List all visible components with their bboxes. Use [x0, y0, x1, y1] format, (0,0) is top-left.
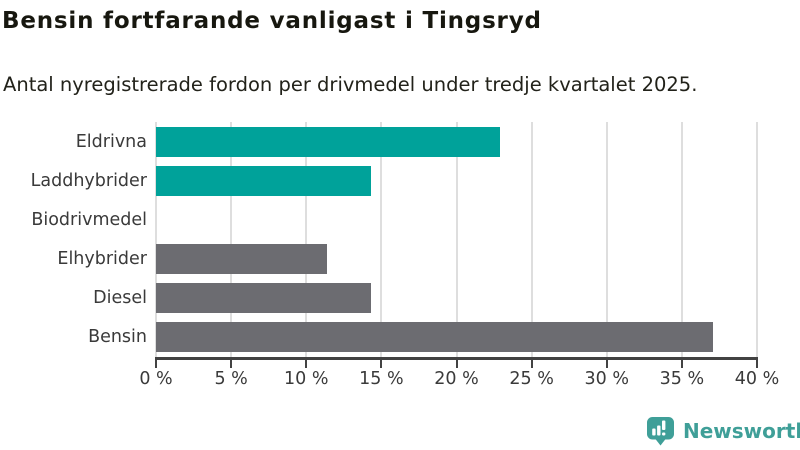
x-axis-tick-label-40: 40 % — [734, 369, 780, 389]
chart-subtitle: Antal nyregistrerade fordon per drivmede… — [3, 73, 698, 96]
x-axis-tick-5 — [230, 360, 233, 368]
bar-laddhybrider — [156, 165, 371, 196]
category-label-eldrivna: Eldrivna — [75, 131, 147, 152]
gridline-30 — [605, 122, 608, 357]
gridline-40 — [756, 122, 758, 357]
x-axis-tick-40 — [756, 360, 758, 368]
gridline-10 — [305, 122, 308, 357]
chart-title: Bensin fortfarande vanligast i Tingsryd — [2, 8, 542, 34]
bar-eldrivna — [156, 126, 501, 157]
category-label-laddhybrider: Laddhybrider — [30, 170, 147, 191]
gridline-35 — [680, 122, 683, 357]
x-axis-tick-label-0: 0 % — [139, 369, 173, 389]
bar-chart: Eldrivna Laddhybrider Biodrivmedel Elhybrid… — [30, 122, 780, 389]
x-axis-tick-30 — [605, 360, 608, 368]
x-axis-tick-0 — [155, 360, 157, 368]
gridline-0 — [155, 122, 157, 357]
x-axis-tick-10 — [305, 360, 308, 368]
bar-elhybrider — [156, 244, 328, 275]
x-axis-tick-25 — [530, 360, 533, 368]
newsworthy-logo-icon — [647, 416, 674, 445]
x-axis-tick-label-15: 15 % — [359, 369, 404, 389]
gridline-25 — [530, 122, 533, 357]
x-axis-tick-label-20: 20 % — [434, 369, 479, 389]
bar-bensin — [156, 322, 714, 353]
category-label-biodrivmedel: Biodrivmedel — [31, 209, 147, 230]
x-axis-tick-label-10: 10 % — [284, 369, 329, 389]
bar-diesel — [156, 283, 371, 314]
x-axis-tick-15 — [380, 360, 383, 368]
x-axis-tick-35 — [680, 360, 683, 368]
category-label-diesel: Diesel — [93, 288, 147, 309]
x-axis-tick-label-30: 30 % — [584, 369, 629, 389]
brand-footer[interactable]: Newsworthy — [647, 416, 800, 446]
x-axis-tick-20 — [455, 360, 458, 368]
gridline-20 — [455, 122, 458, 357]
x-axis-tick-label-35: 35 % — [659, 369, 705, 389]
gridline-15 — [380, 122, 383, 357]
category-label-elhybrider: Elhybrider — [57, 249, 147, 270]
category-label-bensin: Bensin — [88, 327, 147, 348]
x-axis-line — [155, 357, 758, 360]
gridline-5 — [230, 122, 233, 357]
x-axis-tick-label-25: 25 % — [509, 369, 554, 389]
x-axis-tick-label-5: 5 % — [214, 369, 248, 389]
brand-name: Newsworthy — [683, 419, 800, 443]
